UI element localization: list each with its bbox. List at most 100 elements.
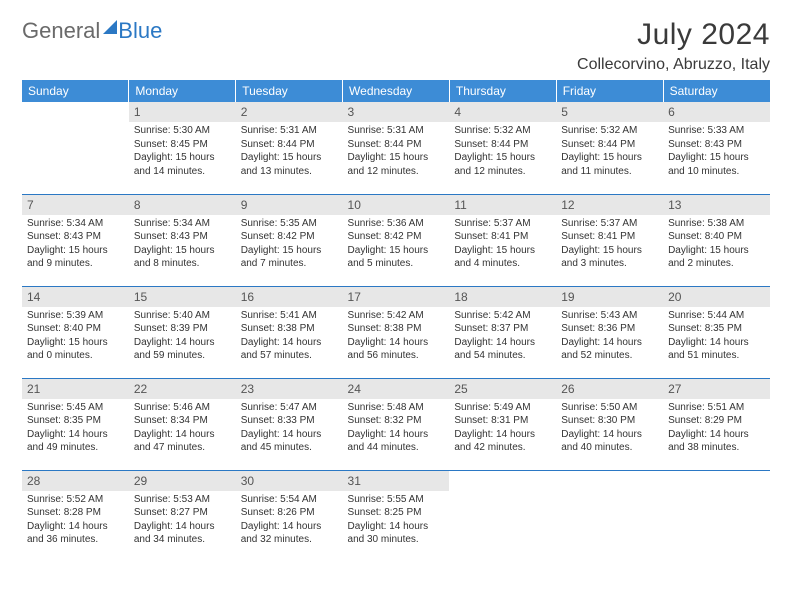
day-body: Sunrise: 5:36 AMSunset: 8:42 PMDaylight:… — [343, 215, 450, 275]
daylight-line: Daylight: 14 hours and 42 minutes. — [454, 428, 551, 455]
calendar-body: 1Sunrise: 5:30 AMSunset: 8:45 PMDaylight… — [22, 102, 770, 562]
day-number: 17 — [343, 287, 450, 307]
sunrise-line: Sunrise: 5:32 AM — [454, 124, 551, 138]
weekday-header: Saturday — [663, 80, 770, 102]
sunset-line: Sunset: 8:33 PM — [241, 414, 338, 428]
calendar-cell: 31Sunrise: 5:55 AMSunset: 8:25 PMDayligh… — [343, 470, 450, 562]
daylight-line: Daylight: 14 hours and 30 minutes. — [348, 520, 445, 547]
calendar-cell: 18Sunrise: 5:42 AMSunset: 8:37 PMDayligh… — [449, 286, 556, 378]
sunset-line: Sunset: 8:42 PM — [348, 230, 445, 244]
daylight-line: Daylight: 14 hours and 59 minutes. — [134, 336, 231, 363]
sunrise-line: Sunrise: 5:43 AM — [561, 309, 658, 323]
sunset-line: Sunset: 8:41 PM — [561, 230, 658, 244]
sunset-line: Sunset: 8:38 PM — [241, 322, 338, 336]
sunrise-line: Sunrise: 5:36 AM — [348, 217, 445, 231]
day-body: Sunrise: 5:51 AMSunset: 8:29 PMDaylight:… — [663, 399, 770, 459]
calendar-cell: 9Sunrise: 5:35 AMSunset: 8:42 PMDaylight… — [236, 194, 343, 286]
calendar-cell: 27Sunrise: 5:51 AMSunset: 8:29 PMDayligh… — [663, 378, 770, 470]
calendar-cell: 14Sunrise: 5:39 AMSunset: 8:40 PMDayligh… — [22, 286, 129, 378]
day-number: 25 — [449, 379, 556, 399]
daylight-line: Daylight: 14 hours and 36 minutes. — [27, 520, 124, 547]
day-body: Sunrise: 5:32 AMSunset: 8:44 PMDaylight:… — [556, 122, 663, 182]
sunrise-line: Sunrise: 5:50 AM — [561, 401, 658, 415]
day-number: 31 — [343, 471, 450, 491]
sunset-line: Sunset: 8:29 PM — [668, 414, 765, 428]
sunrise-line: Sunrise: 5:53 AM — [134, 493, 231, 507]
day-number: 11 — [449, 195, 556, 215]
calendar-cell: 10Sunrise: 5:36 AMSunset: 8:42 PMDayligh… — [343, 194, 450, 286]
sunrise-line: Sunrise: 5:31 AM — [348, 124, 445, 138]
calendar-cell: 16Sunrise: 5:41 AMSunset: 8:38 PMDayligh… — [236, 286, 343, 378]
calendar-week-row: 7Sunrise: 5:34 AMSunset: 8:43 PMDaylight… — [22, 194, 770, 286]
daylight-line: Daylight: 15 hours and 9 minutes. — [27, 244, 124, 271]
day-number: 12 — [556, 195, 663, 215]
sunset-line: Sunset: 8:37 PM — [454, 322, 551, 336]
daylight-line: Daylight: 14 hours and 32 minutes. — [241, 520, 338, 547]
sunrise-line: Sunrise: 5:44 AM — [668, 309, 765, 323]
day-number: 3 — [343, 102, 450, 122]
brand-part2: Blue — [118, 18, 162, 44]
day-number: 15 — [129, 287, 236, 307]
sunrise-line: Sunrise: 5:46 AM — [134, 401, 231, 415]
sunset-line: Sunset: 8:39 PM — [134, 322, 231, 336]
sunset-line: Sunset: 8:43 PM — [27, 230, 124, 244]
sunrise-line: Sunrise: 5:49 AM — [454, 401, 551, 415]
calendar-week-row: 21Sunrise: 5:45 AMSunset: 8:35 PMDayligh… — [22, 378, 770, 470]
sunrise-line: Sunrise: 5:42 AM — [348, 309, 445, 323]
daylight-line: Daylight: 15 hours and 8 minutes. — [134, 244, 231, 271]
sunset-line: Sunset: 8:41 PM — [454, 230, 551, 244]
day-number: 16 — [236, 287, 343, 307]
day-number: 24 — [343, 379, 450, 399]
sunrise-line: Sunrise: 5:34 AM — [27, 217, 124, 231]
sunset-line: Sunset: 8:43 PM — [668, 138, 765, 152]
daylight-line: Daylight: 14 hours and 44 minutes. — [348, 428, 445, 455]
calendar-cell: 30Sunrise: 5:54 AMSunset: 8:26 PMDayligh… — [236, 470, 343, 562]
weekday-header: Tuesday — [236, 80, 343, 102]
sunrise-line: Sunrise: 5:45 AM — [27, 401, 124, 415]
sunset-line: Sunset: 8:36 PM — [561, 322, 658, 336]
daylight-line: Daylight: 14 hours and 51 minutes. — [668, 336, 765, 363]
calendar-cell: 3Sunrise: 5:31 AMSunset: 8:44 PMDaylight… — [343, 102, 450, 194]
sunset-line: Sunset: 8:40 PM — [668, 230, 765, 244]
sunset-line: Sunset: 8:44 PM — [348, 138, 445, 152]
day-number: 9 — [236, 195, 343, 215]
sunrise-line: Sunrise: 5:48 AM — [348, 401, 445, 415]
calendar-cell: 13Sunrise: 5:38 AMSunset: 8:40 PMDayligh… — [663, 194, 770, 286]
day-number: 22 — [129, 379, 236, 399]
day-number: 28 — [22, 471, 129, 491]
calendar-cell: 2Sunrise: 5:31 AMSunset: 8:44 PMDaylight… — [236, 102, 343, 194]
sunset-line: Sunset: 8:44 PM — [561, 138, 658, 152]
day-body: Sunrise: 5:44 AMSunset: 8:35 PMDaylight:… — [663, 307, 770, 367]
day-body: Sunrise: 5:42 AMSunset: 8:37 PMDaylight:… — [449, 307, 556, 367]
calendar-week-row: 1Sunrise: 5:30 AMSunset: 8:45 PMDaylight… — [22, 102, 770, 194]
daylight-line: Daylight: 14 hours and 49 minutes. — [27, 428, 124, 455]
calendar-cell: 7Sunrise: 5:34 AMSunset: 8:43 PMDaylight… — [22, 194, 129, 286]
weekday-header-row: SundayMondayTuesdayWednesdayThursdayFrid… — [22, 80, 770, 102]
sunset-line: Sunset: 8:35 PM — [27, 414, 124, 428]
daylight-line: Daylight: 14 hours and 47 minutes. — [134, 428, 231, 455]
day-body: Sunrise: 5:31 AMSunset: 8:44 PMDaylight:… — [236, 122, 343, 182]
location: Collecorvino, Abruzzo, Italy — [577, 56, 770, 74]
day-body: Sunrise: 5:37 AMSunset: 8:41 PMDaylight:… — [449, 215, 556, 275]
day-body: Sunrise: 5:31 AMSunset: 8:44 PMDaylight:… — [343, 122, 450, 182]
daylight-line: Daylight: 14 hours and 45 minutes. — [241, 428, 338, 455]
logo-triangle-icon — [103, 20, 117, 34]
daylight-line: Daylight: 14 hours and 38 minutes. — [668, 428, 765, 455]
sunset-line: Sunset: 8:28 PM — [27, 506, 124, 520]
daylight-line: Daylight: 15 hours and 10 minutes. — [668, 151, 765, 178]
day-number: 27 — [663, 379, 770, 399]
sunset-line: Sunset: 8:42 PM — [241, 230, 338, 244]
calendar-cell: 25Sunrise: 5:49 AMSunset: 8:31 PMDayligh… — [449, 378, 556, 470]
calendar-cell — [449, 470, 556, 562]
calendar-cell: 20Sunrise: 5:44 AMSunset: 8:35 PMDayligh… — [663, 286, 770, 378]
sunset-line: Sunset: 8:35 PM — [668, 322, 765, 336]
calendar-cell: 15Sunrise: 5:40 AMSunset: 8:39 PMDayligh… — [129, 286, 236, 378]
sunrise-line: Sunrise: 5:55 AM — [348, 493, 445, 507]
calendar-cell: 5Sunrise: 5:32 AMSunset: 8:44 PMDaylight… — [556, 102, 663, 194]
title-block: July 2024 Collecorvino, Abruzzo, Italy — [577, 18, 770, 74]
calendar-week-row: 14Sunrise: 5:39 AMSunset: 8:40 PMDayligh… — [22, 286, 770, 378]
day-body: Sunrise: 5:53 AMSunset: 8:27 PMDaylight:… — [129, 491, 236, 551]
brand-part1: General — [22, 18, 100, 44]
day-body: Sunrise: 5:39 AMSunset: 8:40 PMDaylight:… — [22, 307, 129, 367]
calendar-cell — [663, 470, 770, 562]
